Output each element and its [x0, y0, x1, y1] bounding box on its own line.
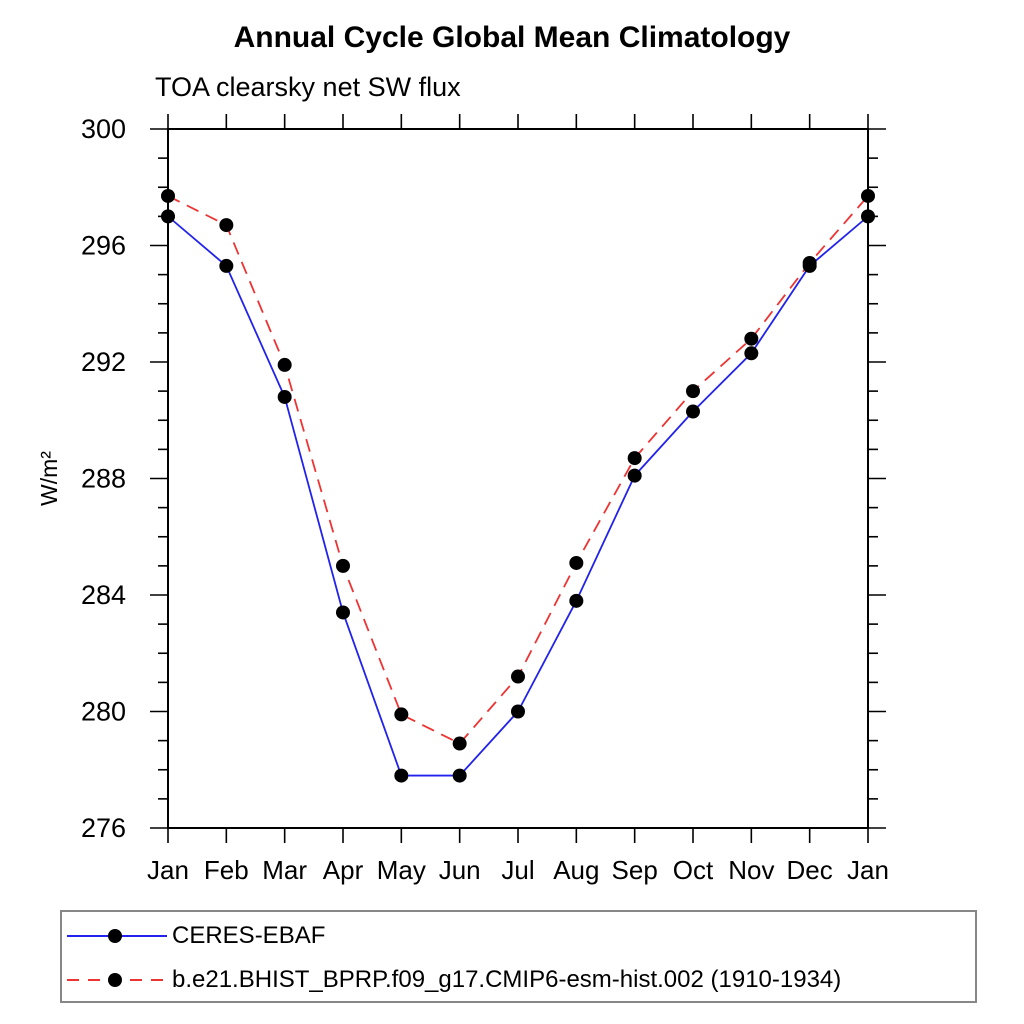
series-marker-0	[686, 404, 700, 419]
y-tick-label: 276	[81, 813, 126, 843]
legend-line-sample	[67, 973, 167, 987]
legend-label: b.e21.BHIST_BPRP.f09_g17.CMIP6-esm-hist.…	[172, 966, 842, 993]
x-tick-label: Jun	[439, 855, 481, 885]
series-marker-1	[277, 357, 292, 372]
x-tick-label: Nov	[728, 855, 774, 885]
chart-subtitle: TOA clearsky net SW flux	[155, 72, 461, 102]
series-marker-1	[861, 188, 875, 203]
series-marker-1	[511, 669, 525, 684]
x-tick-label: Feb	[204, 855, 249, 885]
y-tick-label: 284	[81, 580, 126, 610]
x-tick-label: Apr	[323, 855, 364, 885]
y-tick-label: 280	[81, 697, 126, 727]
legend-marker-icon	[108, 973, 122, 987]
x-tick-label: Mar	[262, 855, 307, 885]
x-tick-label: Oct	[673, 855, 714, 885]
series-marker-1	[336, 558, 350, 573]
series-marker-1	[744, 331, 759, 346]
plot-area: Jan Feb Mar Apr May Jun Jul Aug Sep Oct Nov Dec Jan 2…	[36, 114, 889, 885]
series-marker-1	[161, 188, 175, 203]
y-tick-label: 296	[81, 231, 126, 261]
chart-title: Annual Cycle Global Mean Climatology	[233, 21, 791, 54]
series-marker-0	[452, 768, 467, 783]
plot-frame	[167, 128, 869, 829]
x-tick-label: Sep	[612, 855, 658, 885]
series-marker-0	[627, 468, 642, 483]
series-marker-1	[686, 384, 700, 399]
y-tick-label: 300	[81, 114, 126, 144]
legend: CERES-EBAF b.e21.BHIST_BPRP.f09_g17.CMIP…	[60, 910, 977, 1003]
series-marker-0	[219, 258, 234, 273]
series-marker-0	[277, 389, 292, 404]
series-marker-0	[511, 704, 525, 719]
x-tick-label: Dec	[787, 855, 833, 885]
series-marker-0	[161, 209, 175, 224]
series-marker-1	[394, 707, 409, 722]
legend-label: CERES-EBAF	[172, 922, 326, 949]
series-marker-1	[452, 736, 467, 751]
x-tick-label: Aug	[553, 855, 599, 885]
series-marker-1	[802, 255, 817, 270]
series-marker-0	[861, 209, 875, 224]
legend-item: CERES-EBAF	[67, 922, 326, 949]
y-tick-label: 292	[81, 347, 126, 377]
legend-line-sample	[67, 929, 167, 943]
x-tick-label: May	[377, 855, 426, 885]
x-tick-label: Jan	[147, 855, 189, 885]
legend-marker-icon	[108, 929, 122, 943]
series-line-1	[167, 195, 869, 745]
series-marker-1	[627, 451, 642, 466]
y-axis-label: W/m²	[36, 451, 62, 506]
x-tick-label: Jul	[501, 855, 534, 885]
x-tick-label: Jan	[847, 855, 889, 885]
series-line-0	[167, 215, 869, 777]
series-marker-0	[744, 346, 759, 361]
y-tick-label: 288	[81, 464, 126, 494]
series-marker-1	[219, 218, 234, 233]
series-marker-0	[336, 605, 350, 620]
legend-item: b.e21.BHIST_BPRP.f09_g17.CMIP6-esm-hist.…	[67, 966, 842, 993]
series-marker-0	[569, 593, 584, 608]
series-marker-1	[569, 555, 584, 570]
series-marker-0	[394, 768, 409, 783]
